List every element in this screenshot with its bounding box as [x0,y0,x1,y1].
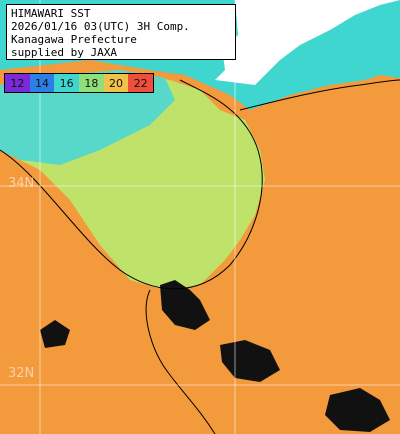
legend-item: 20 [103,74,129,92]
legend-item: 12 [5,74,30,92]
legend-item: 22 [128,74,154,92]
cold-tongue [0,70,175,165]
legend-item: 14 [29,74,55,92]
color-legend: 12 14 16 18 20 22 [4,73,154,93]
title-line: supplied by JAXA [11,46,117,59]
isotherm [239,79,400,111]
cloud-mask [160,280,210,330]
title-line: Kanagawa Prefecture [11,33,137,46]
lat-label-32: 32N [8,366,35,381]
lat-label-34: 34N [8,176,35,191]
legend-item: 16 [54,74,80,92]
isotherm [0,79,263,290]
title-line: HIMAWARI SST [11,7,91,20]
title-box: HIMAWARI SST 2026/01/16 03(UTC) 3H Comp.… [6,4,236,60]
legend-item: 18 [79,74,104,92]
cloud-mask [40,320,70,348]
cloud-mask [325,388,390,432]
title-line: 2026/01/16 03(UTC) 3H Comp. [11,20,190,33]
isotherm [145,289,216,434]
land-area [0,0,400,85]
